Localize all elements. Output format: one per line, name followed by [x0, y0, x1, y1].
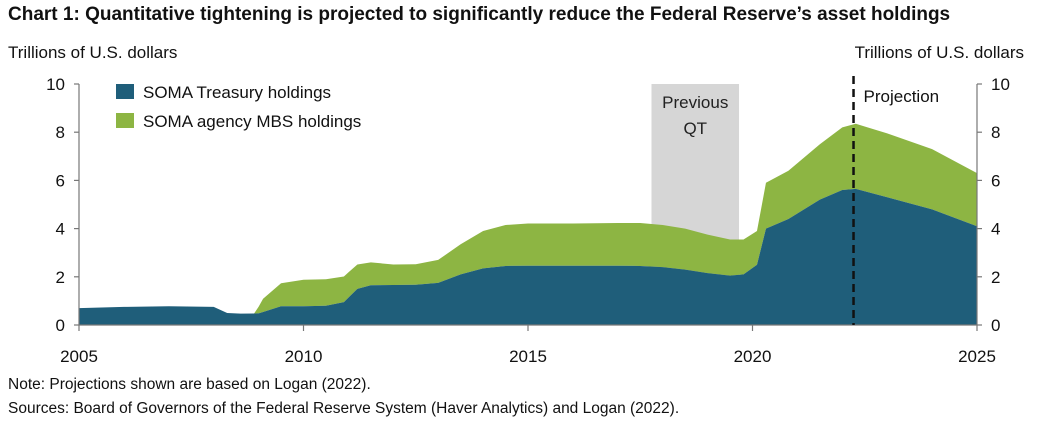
legend-entry: SOMA Treasury holdings	[143, 83, 331, 102]
right-y-tick-label: 0	[991, 316, 1000, 335]
treasury-holdings-area	[79, 188, 977, 325]
x-tick-label: 2015	[509, 347, 547, 366]
right-y-tick-label: 10	[991, 75, 1010, 94]
chart-sources: Sources: Board of Governors of the Feder…	[8, 400, 680, 417]
x-tick-label: 2005	[60, 347, 98, 366]
legend-swatch	[116, 113, 134, 128]
previous-qt-label: Previous	[662, 93, 728, 112]
x-tick-label: 2010	[285, 347, 323, 366]
right-y-tick-label: 8	[991, 123, 1000, 142]
right-y-tick-label: 6	[991, 171, 1000, 190]
projection-label: Projection	[864, 87, 940, 106]
right-y-tick-label: 2	[991, 268, 1000, 287]
left-y-tick-label: 10	[46, 75, 65, 94]
x-tick-label: 2020	[734, 347, 772, 366]
mbs-holdings-area	[79, 123, 977, 314]
right-axis-unit: Trillions of U.S. dollars	[854, 43, 1024, 62]
previous-qt-label: QT	[683, 119, 707, 138]
left-y-tick-label: 4	[56, 220, 65, 239]
legend-swatch	[116, 84, 134, 99]
left-axis-unit: Trillions of U.S. dollars	[8, 43, 178, 62]
left-y-tick-label: 8	[56, 123, 65, 142]
x-tick-label: 2025	[958, 347, 996, 366]
left-y-tick-label: 2	[56, 268, 65, 287]
chart-title: Chart 1: Quantitative tightening is proj…	[8, 4, 951, 25]
left-y-tick-label: 0	[56, 316, 65, 335]
left-y-tick-label: 6	[56, 171, 65, 190]
right-y-tick-label: 4	[991, 220, 1000, 239]
chart-note: Note: Projections shown are based on Log…	[8, 376, 371, 393]
legend-entry: SOMA agency MBS holdings	[143, 112, 361, 131]
